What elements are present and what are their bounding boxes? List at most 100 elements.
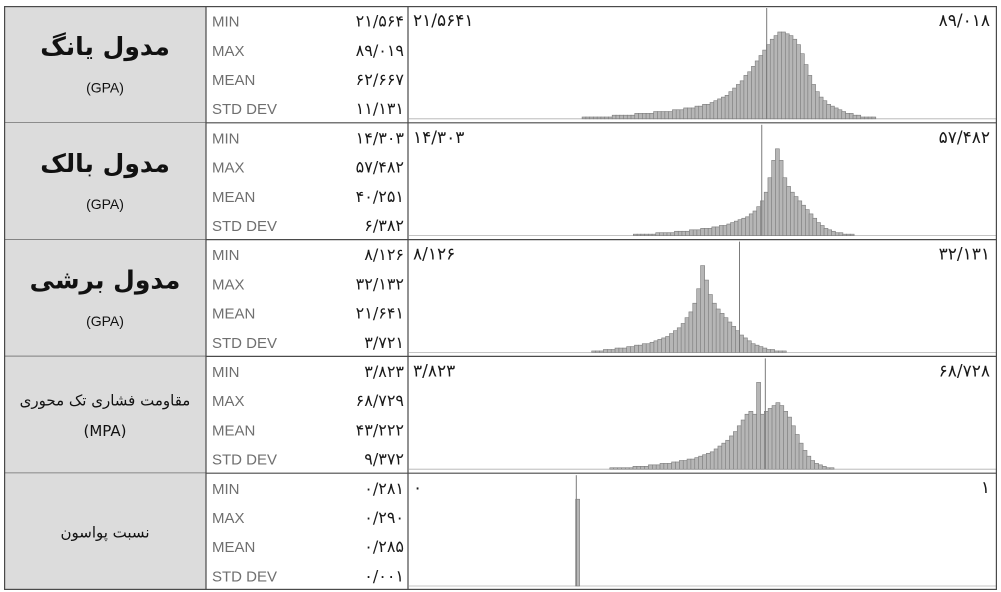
histogram-bar bbox=[653, 111, 658, 120]
histogram-bar bbox=[792, 38, 798, 120]
histogram-bar bbox=[675, 109, 681, 120]
histogram-bar bbox=[638, 344, 643, 353]
stat-label: MEAN bbox=[212, 189, 255, 206]
histogram-bar bbox=[665, 336, 670, 353]
histogram-bar bbox=[611, 114, 617, 120]
histogram-bar bbox=[791, 425, 796, 470]
histogram-bar bbox=[736, 425, 742, 470]
histogram-bar bbox=[653, 340, 659, 353]
histogram-bar bbox=[702, 104, 707, 120]
x-min-label: ۳/۸۲۳ bbox=[413, 361, 455, 381]
histogram-bar bbox=[632, 466, 638, 470]
histogram-bar bbox=[814, 463, 819, 470]
property-name: مدول یانگ bbox=[40, 32, 170, 62]
histogram-bar bbox=[796, 44, 801, 120]
stat-value: ۸۹/۰۱۹ bbox=[356, 41, 404, 60]
histogram-bar bbox=[655, 232, 661, 236]
histogram-bar bbox=[778, 350, 783, 353]
stat-label: MIN bbox=[212, 481, 240, 498]
histogram-bar bbox=[834, 232, 840, 236]
histogram-bar bbox=[664, 111, 670, 120]
histogram-bar bbox=[644, 233, 649, 236]
histogram-bar bbox=[766, 349, 772, 353]
histogram-bar bbox=[719, 225, 724, 236]
stat-value: ۰/۰۰۱ bbox=[364, 566, 404, 585]
x-min-label: ۰ bbox=[413, 478, 422, 498]
histogram-bar bbox=[692, 302, 698, 353]
histogram-bar bbox=[741, 217, 746, 236]
property-name: نسبت پواسون bbox=[60, 523, 149, 542]
histogram-bar bbox=[756, 206, 761, 236]
histogram-bar bbox=[760, 413, 765, 470]
histogram-bar bbox=[838, 232, 844, 236]
histogram-bar bbox=[852, 114, 858, 120]
histogram-bar bbox=[641, 113, 647, 120]
histogram-bar bbox=[684, 317, 690, 353]
histogram-bar bbox=[781, 31, 786, 120]
histogram-bar bbox=[864, 116, 869, 120]
property-histogram-table: مدول یانگ (GPA) MIN ۲۱/۵۶۴ MAX ۸۹/۰۱۹ MEAN ۶۲/۶… bbox=[4, 6, 997, 590]
histogram-bar bbox=[823, 228, 829, 236]
histogram-bar bbox=[706, 452, 711, 470]
histogram-bar bbox=[717, 98, 722, 120]
histogram-bar bbox=[763, 191, 769, 236]
histogram-bar bbox=[715, 308, 721, 353]
histogram-bar bbox=[825, 467, 831, 470]
histogram-bar bbox=[713, 448, 719, 470]
histogram-bar bbox=[674, 230, 679, 236]
histogram-bar bbox=[614, 347, 620, 353]
histogram-bar bbox=[801, 204, 806, 236]
stat-value: ۶۲/۶۶۷ bbox=[356, 70, 405, 89]
histogram-bar bbox=[676, 327, 682, 353]
histogram-bar bbox=[709, 102, 715, 120]
histogram-bar bbox=[798, 442, 804, 470]
stat-value: ۶/۳۸۲ bbox=[364, 216, 404, 235]
histogram-bar bbox=[721, 96, 726, 120]
histogram-bar bbox=[841, 111, 846, 120]
histogram-bar bbox=[608, 116, 613, 120]
histogram-bar bbox=[686, 458, 692, 470]
histogram-bar bbox=[700, 228, 705, 236]
histogram-bar bbox=[719, 313, 725, 353]
stat-label: MAX bbox=[212, 160, 245, 177]
stat-value: ۰/۲۸۱ bbox=[364, 479, 404, 498]
histogram-bar bbox=[671, 461, 676, 470]
histogram-bar bbox=[682, 460, 688, 470]
histogram-bar bbox=[774, 350, 779, 353]
histogram-bar bbox=[756, 382, 761, 470]
stat-label: MEAN bbox=[212, 539, 255, 556]
histogram-bar bbox=[767, 408, 773, 470]
property-unit: (GPA) bbox=[86, 79, 124, 95]
histogram-bar bbox=[626, 346, 632, 353]
stat-value: ۰/۲۸۵ bbox=[364, 537, 404, 556]
histogram-bar bbox=[754, 60, 760, 120]
histogram-bar bbox=[596, 116, 602, 120]
histogram-bar bbox=[591, 350, 597, 353]
histogram-bar bbox=[803, 64, 809, 120]
histogram-bar bbox=[842, 233, 847, 236]
histogram-bar bbox=[781, 350, 787, 353]
histogram-bar bbox=[657, 111, 662, 120]
histogram-bar bbox=[636, 233, 642, 236]
stat-value: ۴۳/۲۲۲ bbox=[356, 420, 404, 439]
histogram-bar bbox=[731, 326, 737, 353]
histogram-bar bbox=[692, 229, 698, 236]
histogram-bar bbox=[659, 463, 665, 470]
histogram-bar bbox=[613, 467, 619, 470]
stat-label: MIN bbox=[212, 364, 240, 381]
histogram-bar bbox=[679, 460, 684, 470]
stat-label: MIN bbox=[212, 247, 240, 264]
histogram-bar bbox=[630, 114, 636, 120]
stat-value: ۲۱/۵۶۴ bbox=[356, 12, 404, 31]
histogram-bar bbox=[769, 38, 775, 120]
histogram-bar bbox=[694, 457, 700, 470]
stat-label: STD DEV bbox=[212, 568, 277, 585]
histogram-bar bbox=[808, 213, 814, 236]
histogram-bar bbox=[705, 104, 711, 120]
stat-value: ۳۲/۱۳۲ bbox=[356, 274, 404, 293]
histogram-bar bbox=[778, 160, 784, 236]
histogram-bar bbox=[733, 431, 738, 470]
histogram-bar bbox=[633, 233, 638, 236]
histogram-bar bbox=[810, 460, 815, 470]
histogram-bar bbox=[794, 434, 800, 470]
